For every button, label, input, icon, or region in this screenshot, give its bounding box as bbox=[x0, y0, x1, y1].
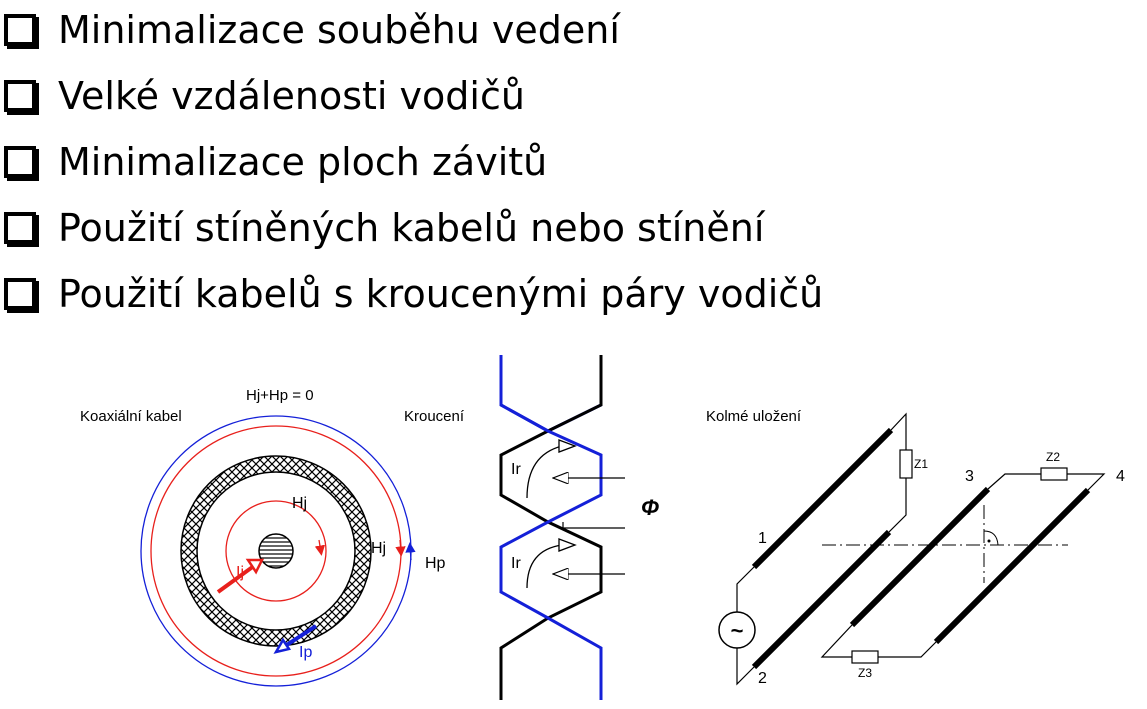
z1-impedance bbox=[899, 449, 913, 479]
wire-bottom-right bbox=[878, 641, 937, 658]
ir-top-arrowhead-icon bbox=[558, 439, 577, 453]
bullet-item: Použití kabelů s kroucenými páry vodičů bbox=[0, 264, 823, 324]
hp-direction-arrow bbox=[405, 542, 416, 561]
label-1: 1 bbox=[758, 530, 767, 547]
z3-label: Z3 bbox=[858, 666, 872, 680]
z1-label: Z1 bbox=[914, 457, 928, 471]
twist-diagram: Kroucení Ir Ir Φ bbox=[404, 355, 659, 700]
wire-left-bottom bbox=[736, 648, 755, 686]
bullet-item: Velké vzdálenosti vodičů bbox=[0, 66, 525, 126]
conductor-2 bbox=[751, 529, 892, 670]
bullet-text: Minimalizace ploch závitů bbox=[58, 140, 548, 184]
inner-conductor bbox=[258, 533, 294, 569]
z3-impedance bbox=[851, 650, 879, 664]
hj-inner-label: Hj bbox=[292, 495, 307, 512]
hj-inner-field-circle bbox=[225, 500, 327, 602]
perpendicular-diagram: Kolmé uložení 1 2 3 4 Z1 Z2 Z3 ~ bbox=[706, 408, 1125, 687]
bullet-item: Minimalizace ploch závitů bbox=[0, 132, 547, 192]
wire-top-right-2 bbox=[1067, 473, 1106, 491]
hj-outer-direction-arrow bbox=[395, 539, 406, 557]
coax-equation: Hj+Hp = 0 bbox=[246, 387, 314, 404]
right-angle-dot bbox=[987, 539, 991, 543]
ij-arrowhead-icon bbox=[245, 558, 265, 575]
ir-bottom-label: Ir bbox=[511, 555, 521, 572]
diagram: Koaxiální kabel Hj+Hp = 0 Hj Hj Hp Ij Ip… bbox=[80, 355, 1125, 700]
ip-current-arrow bbox=[280, 624, 318, 650]
ir-top-curve bbox=[526, 445, 563, 499]
checkbox-bullet-icon bbox=[4, 14, 36, 46]
coax-title: Koaxiální kabel bbox=[80, 408, 182, 425]
z2-impedance bbox=[1040, 467, 1068, 481]
hj-outer-label: Hj bbox=[371, 540, 386, 557]
ij-current-arrow bbox=[216, 561, 260, 594]
bullet-item: Použití stíněných kabelů nebo stínění bbox=[0, 198, 764, 258]
twist-title: Kroucení bbox=[404, 408, 465, 425]
hp-label: Hp bbox=[425, 555, 446, 572]
right-angle-mark-icon bbox=[983, 530, 999, 546]
conductor-1 bbox=[751, 427, 894, 570]
hj-inner-direction-arrow bbox=[314, 539, 326, 556]
conductor-3 bbox=[849, 486, 991, 628]
ip-arrowhead-icon bbox=[273, 637, 292, 654]
checkbox-bullet-icon bbox=[4, 212, 36, 244]
wire-left-top bbox=[736, 566, 755, 612]
blue-wire bbox=[499, 355, 603, 700]
wire-bottom-left bbox=[820, 624, 853, 658]
checkbox-bullet-icon bbox=[4, 146, 36, 178]
checkbox-bullet-icon bbox=[4, 80, 36, 112]
bullet-text: Velké vzdálenosti vodičů bbox=[58, 74, 525, 118]
ir-bottom-curve bbox=[526, 544, 563, 589]
wire-right bbox=[888, 478, 907, 533]
ac-source-symbol: ~ bbox=[731, 618, 744, 643]
ij-label: Ij bbox=[236, 564, 244, 581]
bullet-text: Minimalizace souběhu vedení bbox=[58, 8, 620, 52]
ip-label: Ip bbox=[299, 644, 312, 661]
z2-label: Z2 bbox=[1046, 450, 1060, 464]
phi-label: Φ bbox=[641, 495, 659, 520]
bullet-item: Minimalizace souběhu vedení bbox=[0, 0, 620, 60]
ir-bottom-arrowhead-icon bbox=[558, 538, 577, 552]
bullet-text: Použití stíněných kabelů nebo stínění bbox=[58, 206, 765, 250]
checkbox-bullet-icon bbox=[4, 278, 36, 310]
conductor-4 bbox=[933, 487, 1091, 645]
wire-top bbox=[987, 473, 1041, 490]
shield-braid bbox=[181, 456, 371, 646]
blue-wire-top bbox=[499, 355, 603, 433]
perp-title: Kolmé uložení bbox=[706, 408, 802, 425]
phi-leader-line bbox=[562, 522, 625, 529]
label-2: 2 bbox=[758, 670, 767, 687]
label-4: 4 bbox=[1116, 468, 1125, 485]
label-3: 3 bbox=[965, 468, 974, 485]
ir-top-label: Ir bbox=[511, 461, 521, 478]
bullet-text: Použití kabelů s kroucenými páry vodičů bbox=[58, 272, 824, 316]
wire-top-right bbox=[890, 412, 907, 450]
coax-diagram: Koaxiální kabel Hj+Hp = 0 Hj Hj Hp Ij Ip bbox=[80, 387, 446, 687]
